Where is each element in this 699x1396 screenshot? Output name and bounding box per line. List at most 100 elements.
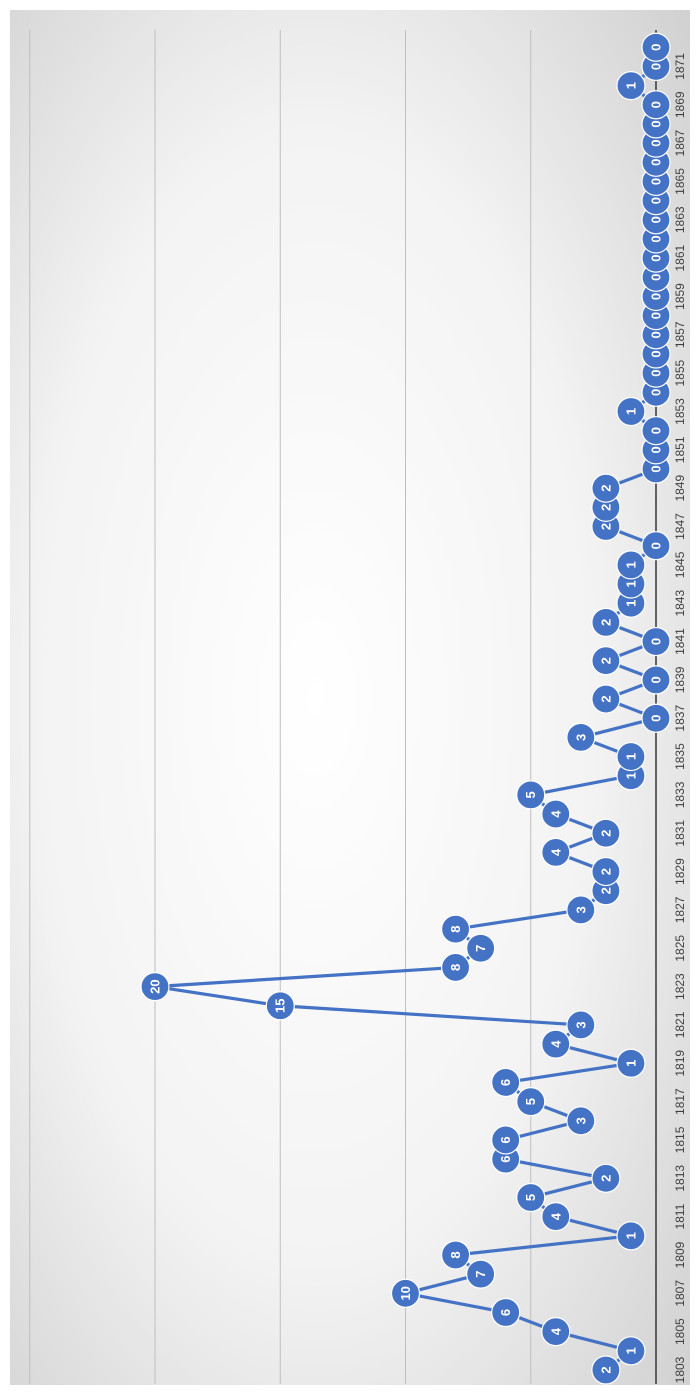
data-point: 4 [541, 799, 571, 829]
data-label: 0 [649, 197, 664, 204]
data-point-marker [491, 1125, 521, 1155]
data-label: 0 [649, 350, 664, 357]
data-point: 2 [591, 1355, 621, 1385]
x-tick-label: 1847 [673, 513, 687, 540]
data-point: 2 [591, 473, 621, 503]
data-point: 4 [541, 837, 571, 868]
data-label: 1 [623, 772, 638, 779]
data-point-marker [466, 1259, 496, 1289]
data-point-marker [516, 780, 546, 810]
data-label: 2 [598, 887, 613, 894]
data-label: 0 [649, 274, 664, 281]
data-label: 2 [598, 504, 613, 511]
data-label: 5 [523, 791, 538, 798]
data-label: 1 [623, 561, 638, 568]
data-label: 2 [598, 830, 613, 837]
data-label: 6 [498, 1156, 513, 1163]
data-label: 7 [473, 945, 488, 952]
data-point-marker [541, 1317, 571, 1347]
data-point: 8 [441, 1240, 471, 1270]
data-point: 3 [566, 1010, 596, 1040]
data-point: 3 [566, 1106, 596, 1136]
data-label: 0 [649, 715, 664, 722]
data-label: 1 [623, 1232, 638, 1239]
data-label: 0 [649, 63, 664, 70]
data-label: 0 [649, 293, 664, 300]
data-point-marker [541, 1029, 571, 1059]
data-label: 1 [623, 580, 638, 587]
data-point: 2 [591, 646, 621, 676]
plot-background [10, 10, 690, 1385]
data-point-marker [265, 991, 295, 1021]
data-point-marker [566, 1010, 596, 1040]
x-tick-label: 1815 [673, 1126, 687, 1153]
data-point: 8 [441, 952, 471, 983]
x-tick-label: 1803 [673, 1356, 687, 1383]
x-tick-label: 1865 [673, 168, 687, 195]
x-tick-label: 1813 [673, 1165, 687, 1192]
x-tick-label: 1857 [673, 321, 687, 348]
data-point-marker [616, 550, 646, 580]
data-point-marker [140, 971, 170, 1002]
data-label: 6 [498, 1309, 513, 1316]
data-label: 2 [598, 1175, 613, 1182]
x-tick-label: 1863 [673, 206, 687, 233]
data-point-marker [566, 722, 596, 752]
x-tick-label: 1841 [673, 628, 687, 655]
data-label: 8 [448, 964, 463, 971]
data-label: 2 [598, 485, 613, 492]
x-tick-label: 1869 [673, 91, 687, 118]
data-label: 0 [649, 120, 664, 127]
data-point: 4 [541, 1202, 571, 1232]
data-label: 0 [649, 255, 664, 262]
data-point-marker [641, 416, 671, 446]
data-label: 0 [649, 44, 664, 51]
data-point: 6 [491, 1297, 521, 1328]
data-label: 15 [273, 999, 288, 1013]
data-point-marker [616, 71, 646, 101]
data-point-marker [616, 1048, 646, 1078]
data-point-marker [616, 1336, 646, 1366]
data-point: 1 [616, 741, 646, 772]
data-label: 5 [523, 1194, 538, 1201]
x-tick-label: 1867 [673, 129, 687, 156]
data-label: 0 [649, 235, 664, 242]
data-point: 0 [641, 626, 671, 657]
data-point-marker [441, 914, 471, 944]
data-point-marker [566, 895, 596, 925]
data-label: 1 [623, 753, 638, 760]
data-label: 2 [598, 657, 613, 664]
data-label: 0 [649, 178, 664, 185]
x-tick-label: 1839 [673, 666, 687, 693]
data-label: 0 [649, 465, 664, 472]
data-label: 1 [623, 408, 638, 415]
data-point: 0 [641, 32, 671, 62]
data-label: 0 [649, 159, 664, 166]
data-point: 0 [641, 531, 671, 561]
x-tick-label: 1833 [673, 781, 687, 808]
x-tick-label: 1827 [673, 896, 687, 923]
x-tick-label: 1805 [673, 1318, 687, 1345]
x-tick-label: 1849 [673, 475, 687, 502]
data-point: 1 [616, 1221, 646, 1251]
data-point: 2 [591, 856, 621, 887]
data-label: 8 [448, 1251, 463, 1258]
x-tick-label: 1861 [673, 244, 687, 271]
data-point: 3 [566, 722, 596, 752]
data-point-marker [516, 1182, 546, 1213]
data-label: 0 [649, 446, 664, 453]
data-label: 1 [623, 600, 638, 607]
data-point: 5 [516, 780, 546, 810]
data-label: 3 [573, 906, 588, 913]
data-point-marker [541, 1202, 571, 1232]
data-point-marker [390, 1278, 421, 1308]
x-tick-label: 1807 [673, 1280, 687, 1307]
data-point-marker [616, 741, 646, 772]
x-tick-label: 1809 [673, 1241, 687, 1268]
data-label: 0 [649, 331, 664, 338]
x-tick-label: 1835 [673, 743, 687, 770]
data-label: 1 [623, 1347, 638, 1354]
data-point: 0 [641, 416, 671, 446]
data-point: 1 [616, 71, 646, 101]
